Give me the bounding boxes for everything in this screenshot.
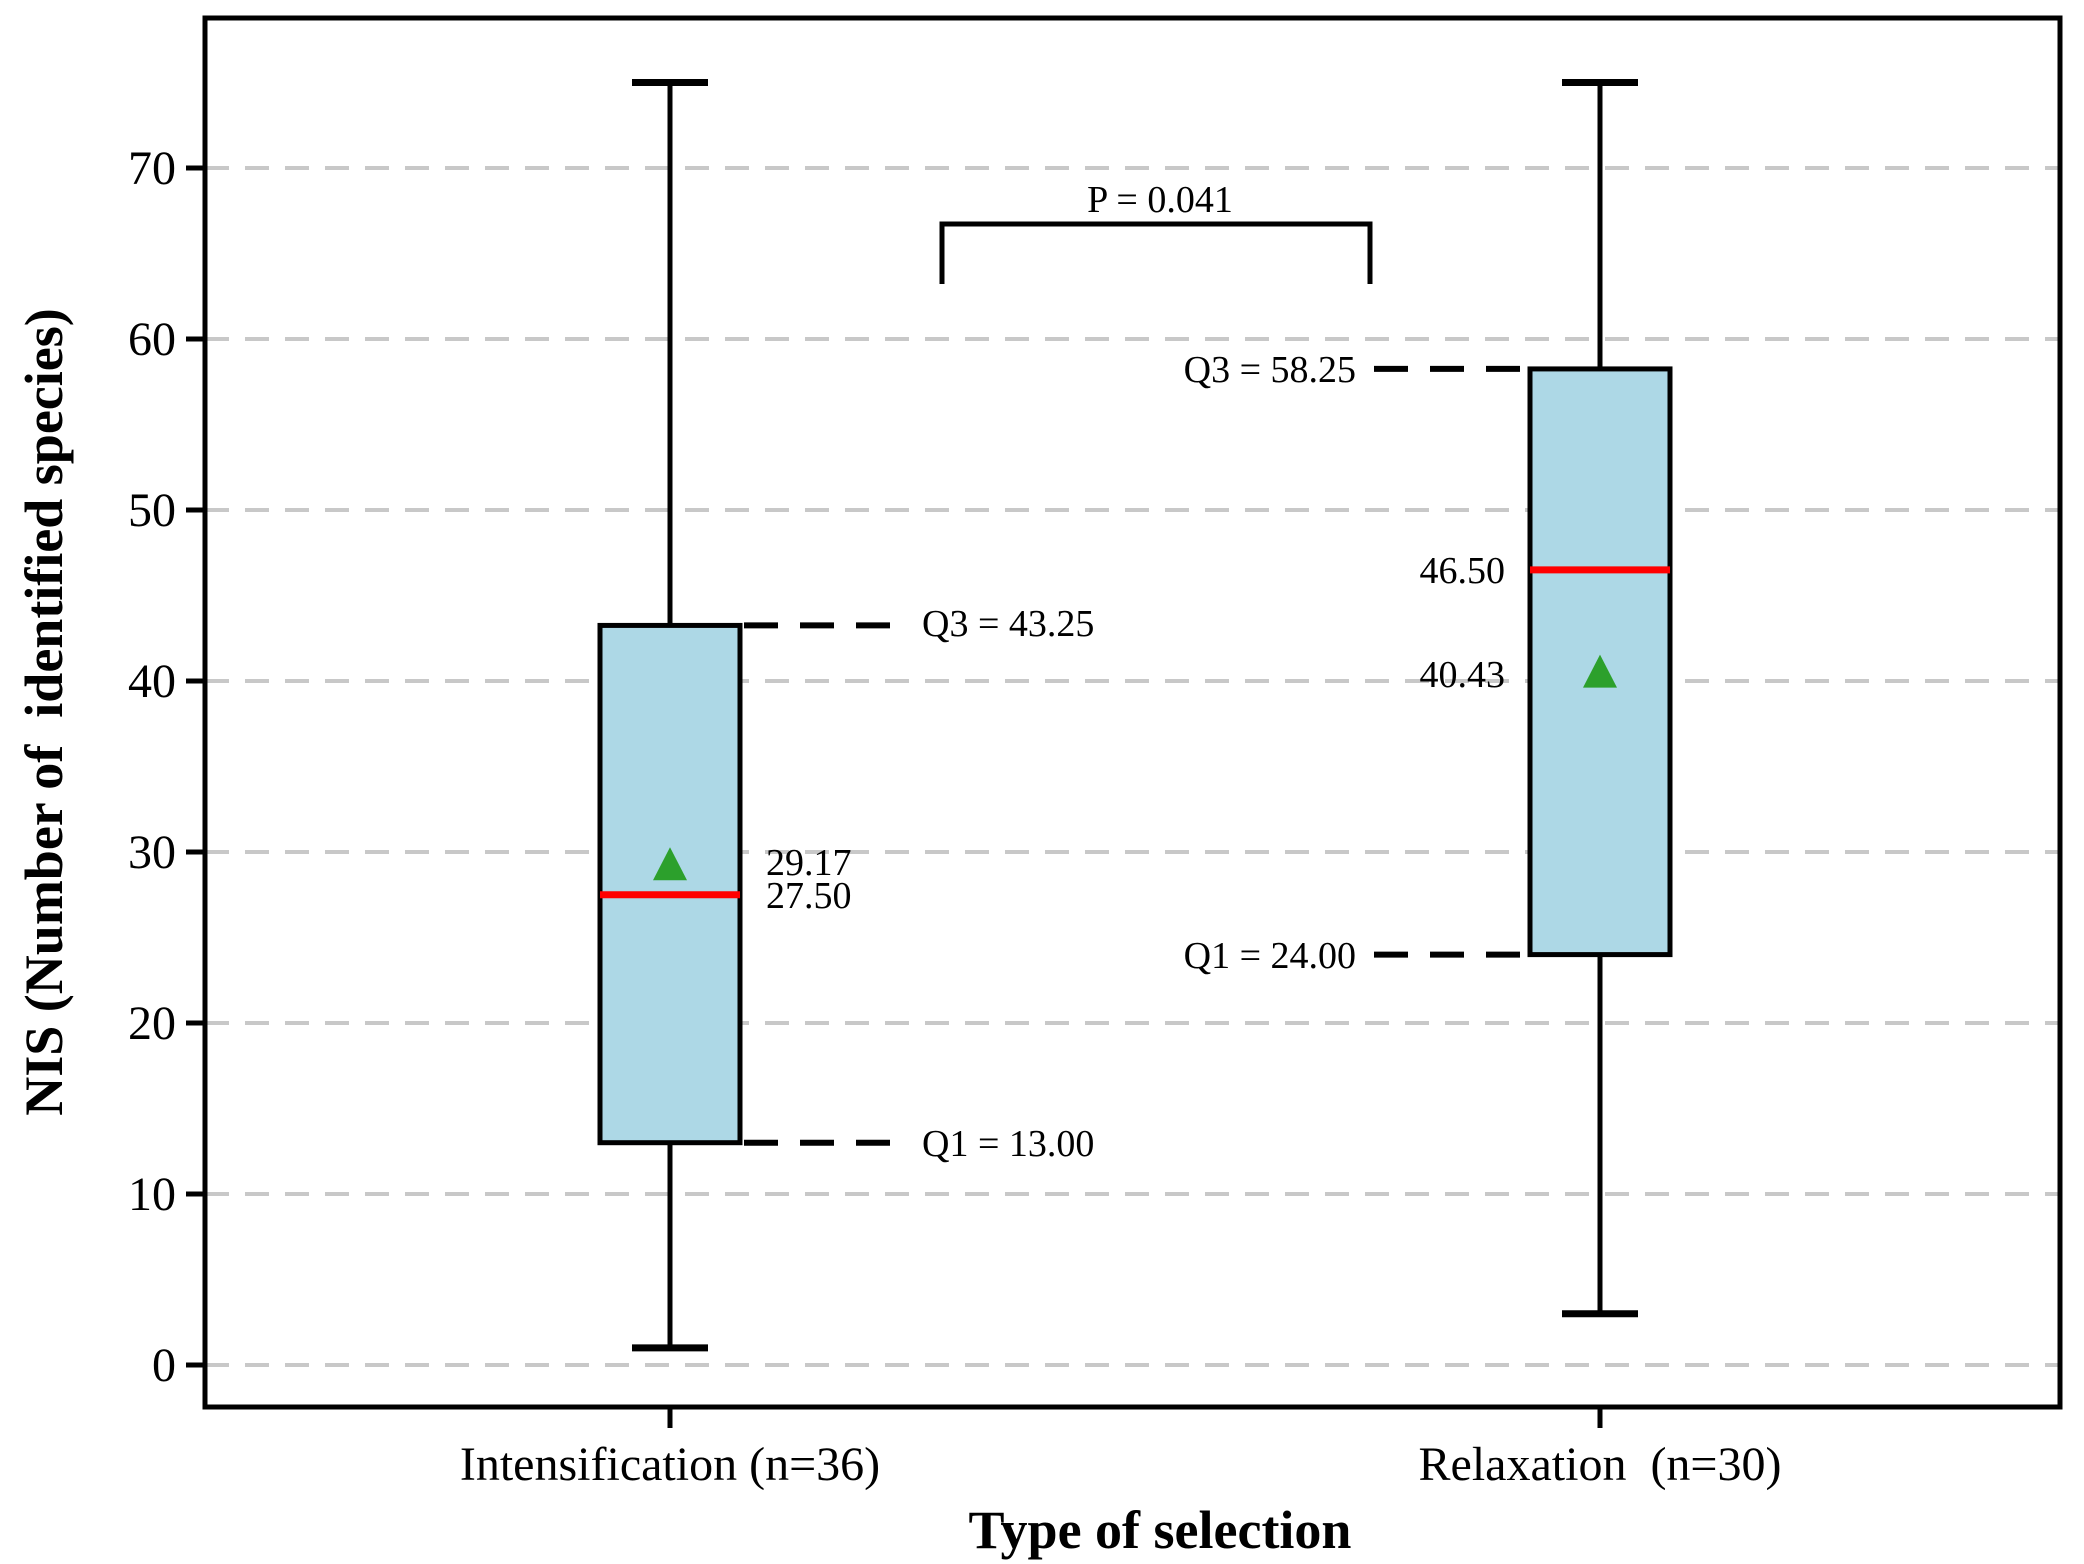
axis-ticks (186, 165, 1603, 1428)
box-group-relaxation (1374, 79, 1673, 1318)
left-mean-annotation: 29.17 (766, 842, 852, 884)
ytick-label-70: 70 (128, 142, 176, 195)
iqr-box (597, 622, 743, 1146)
right-q3-annotation: Q3 = 58.25 (1184, 349, 1356, 391)
box-group-intensification (597, 79, 898, 1352)
y-axis-title: NIS (Number of identified species) (14, 308, 74, 1115)
mean-marker (1583, 654, 1617, 688)
gridlines (205, 166, 2060, 1367)
right-median-annotation: 46.50 (1420, 550, 1506, 592)
plot-frame (202, 15, 2063, 1410)
box-marks (597, 79, 1673, 1352)
p-value-label: P = 0.041 (1087, 179, 1233, 221)
category-label-relaxation: Relaxation (n=30) (1419, 1438, 1782, 1491)
right-q1-annotation: Q1 = 24.00 (1184, 935, 1356, 977)
ytick-label-0: 0 (152, 1339, 176, 1392)
ytick-label-40: 40 (128, 655, 176, 708)
left-q3-annotation: Q3 = 43.25 (922, 603, 1094, 645)
category-label-intensification: Intensification (n=36) (460, 1438, 880, 1491)
mean-marker (653, 847, 687, 881)
left-median-annotation: 27.50 (766, 875, 852, 917)
ytick-label-10: 10 (128, 1168, 176, 1221)
x-axis-title: Type of selection (969, 1500, 1352, 1560)
significance-bracket (939, 221, 1373, 284)
ytick-label-60: 60 (128, 313, 176, 366)
ytick-label-30: 30 (128, 826, 176, 879)
ytick-label-50: 50 (128, 484, 176, 537)
right-mean-annotation: 40.43 (1420, 654, 1506, 696)
ytick-label-20: 20 (128, 997, 176, 1050)
left-q1-annotation: Q1 = 13.00 (922, 1123, 1094, 1165)
